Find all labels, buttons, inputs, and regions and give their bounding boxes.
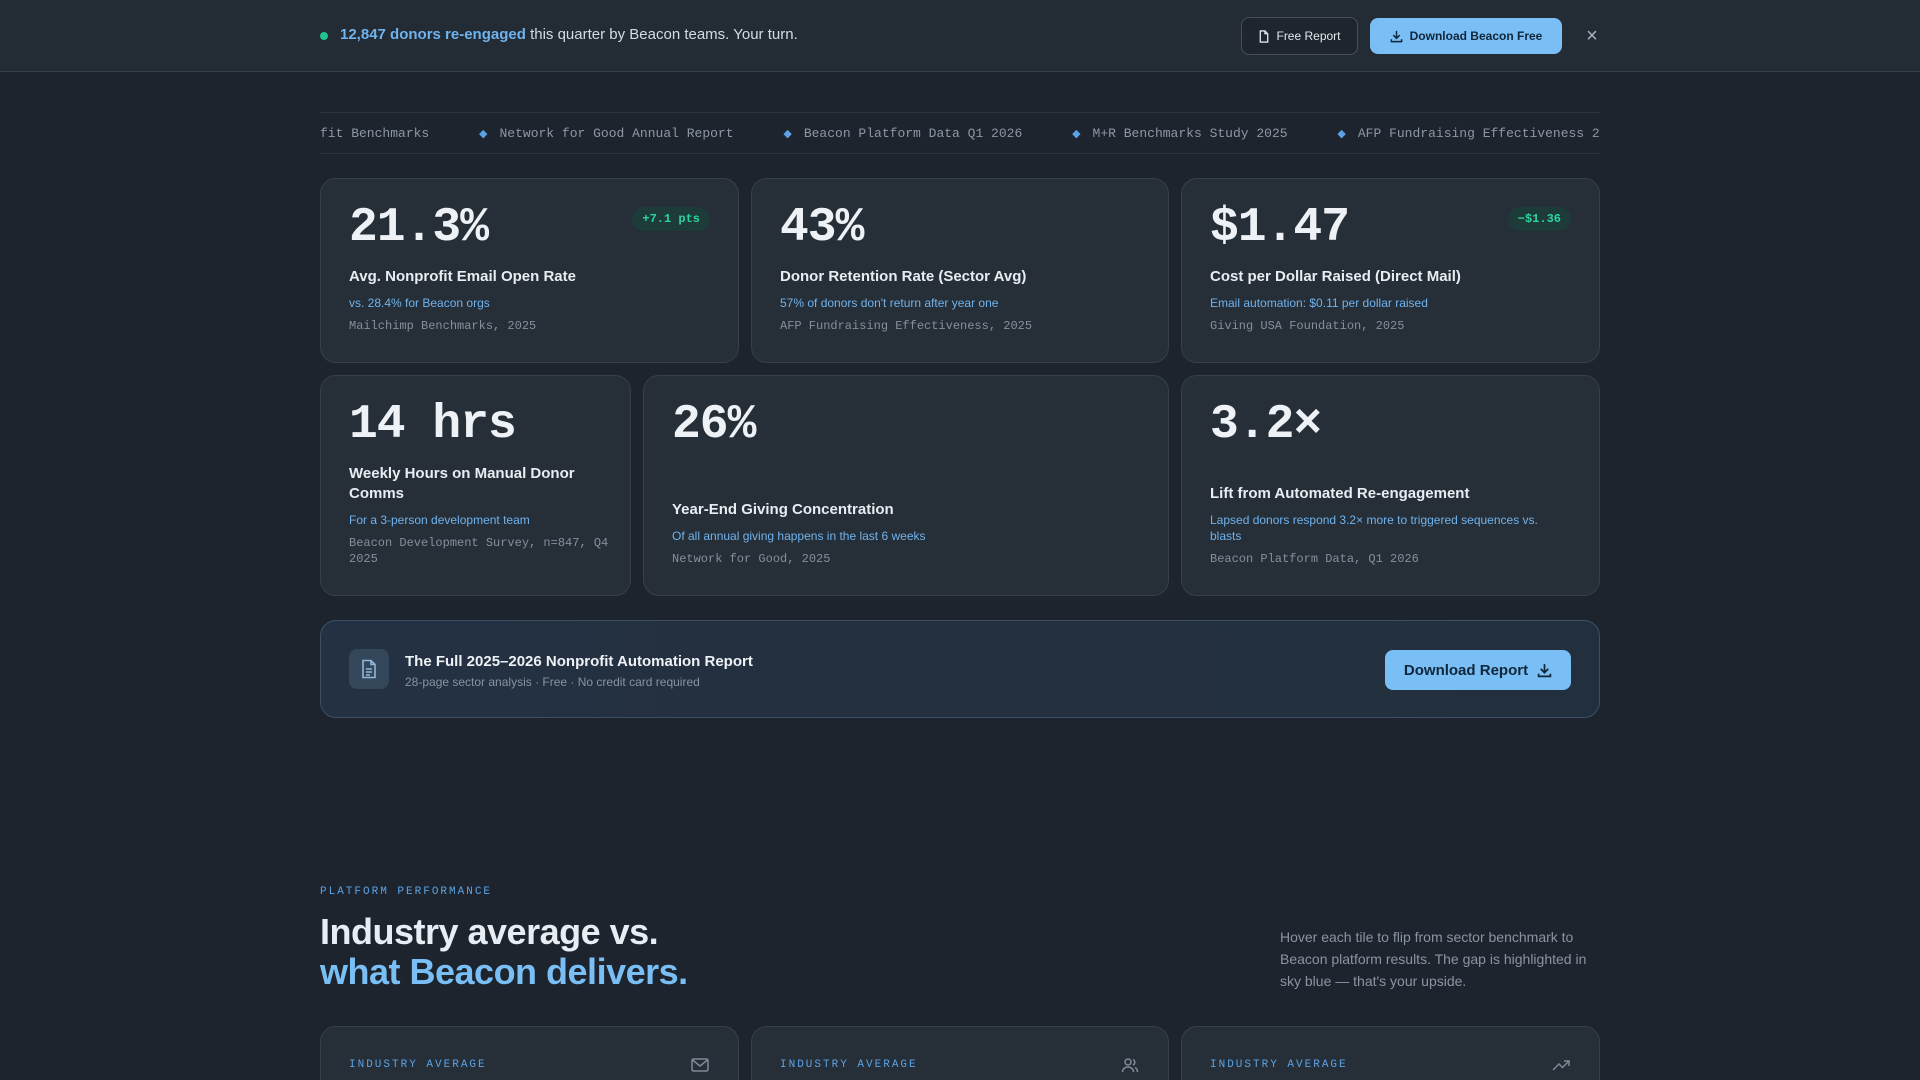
download-report-button[interactable]: Download Report [1385, 650, 1571, 690]
stat-value: 3.2× [1210, 398, 1322, 452]
stat-subtext: Lapsed donors respond 3.2× more to trigg… [1210, 513, 1538, 543]
free-report-label: Free Report [1276, 29, 1341, 43]
stat-subtext: For a 3-person development team [349, 513, 530, 527]
live-status-dot [320, 32, 328, 40]
trending-up-icon [1552, 1060, 1570, 1071]
ticker-item: ◆ M+R Benchmarks Study 2025 [1072, 126, 1288, 141]
section-eyebrow: PLATFORM PERFORMANCE [320, 886, 493, 898]
announcement-bar: 12,847 donors re-engaged this quarter by… [0, 0, 1920, 72]
stat-subtext: Email automation: $0.11 per dollar raise… [1210, 296, 1428, 310]
section-heading-accent: what Beacon delivers. [320, 951, 688, 992]
stat-card-cost-per-dollar: $1.47 −$1.36 Cost per Dollar Raised (Dir… [1181, 178, 1600, 363]
stat-value: 21.3% [349, 201, 489, 255]
close-icon[interactable]: × [1586, 25, 1598, 47]
stat-title: Cost per Dollar Raised (Direct Mail) [1210, 268, 1461, 285]
stat-value: 26% [672, 398, 756, 452]
users-icon [1121, 1058, 1139, 1073]
source-ticker: fit Benchmarks ◆ Network for Good Annual … [320, 112, 1600, 154]
benchmark-tile-email[interactable]: INDUSTRY AVERAGE [320, 1026, 739, 1080]
ticker-item: ◆ Beacon Platform Data Q1 2026 [783, 126, 1023, 141]
download-report-label: Download Report [1403, 661, 1529, 679]
tile-label: INDUSTRY AVERAGE [349, 1059, 487, 1071]
stat-badge: −$1.36 [1507, 207, 1571, 231]
stat-value: $1.47 [1210, 201, 1350, 255]
document-icon [1260, 29, 1269, 43]
diamond-icon: ◆ [1072, 129, 1081, 141]
report-download-banner: The Full 2025–2026 Nonprofit Automation … [320, 620, 1600, 718]
stat-value: 14 hrs [349, 398, 517, 452]
stat-source: Mailchimp Benchmarks, 2025 [349, 319, 537, 333]
report-document-icon [349, 649, 389, 689]
stat-card-year-end-giving: 26% Year-End Giving Concentration Of all… [643, 375, 1169, 596]
stat-title: Donor Retention Rate (Sector Avg) [780, 268, 1027, 285]
stat-title: Year-End Giving Concentration [672, 501, 894, 518]
stat-title: Weekly Hours on Manual Donor Comms [349, 465, 575, 502]
stat-badge: +7.1 pts [632, 207, 710, 231]
section-description: Hover each tile to flip from sector benc… [1280, 929, 1587, 989]
download-beacon-label: Download Beacon Free [1409, 29, 1543, 43]
stat-source: Network for Good, 2025 [672, 552, 831, 566]
stat-card-open-rate: 21.3% +7.1 pts Avg. Nonprofit Email Open… [320, 178, 739, 363]
download-icon [1537, 663, 1552, 677]
stat-card-reengagement-lift: 3.2× Lift from Automated Re-engagement L… [1181, 375, 1600, 596]
ticker-item: fit Benchmarks [320, 126, 430, 141]
diamond-icon: ◆ [783, 129, 792, 141]
stat-title: Avg. Nonprofit Email Open Rate [349, 268, 576, 285]
stat-source: Beacon Development Survey, n=847, Q4 202… [349, 536, 609, 566]
stat-title: Lift from Automated Re-engagement [1210, 485, 1470, 502]
ticker-item: ◆ Network for Good Annual Report [479, 126, 734, 141]
stat-source: Beacon Platform Data, Q1 2026 [1210, 552, 1419, 566]
announcement-text: 12,847 donors re-engaged this quarter by… [340, 26, 798, 43]
stat-source: Giving USA Foundation, 2025 [1210, 319, 1405, 333]
stat-subtext: 57% of donors don't return after year on… [780, 296, 999, 310]
stat-card-retention: 43% Donor Retention Rate (Sector Avg) 57… [751, 178, 1169, 363]
benchmark-tile-growth[interactable]: INDUSTRY AVERAGE [1181, 1026, 1600, 1080]
announcement-body: this quarter by Beacon teams. Your turn. [525, 26, 798, 43]
announcement-highlight: 12,847 donors re-engaged [340, 26, 526, 43]
download-beacon-button[interactable]: Download Beacon Free [1370, 18, 1562, 54]
stat-source: AFP Fundraising Effectiveness, 2025 [780, 319, 1033, 333]
report-subtitle: 28-page sector analysis · Free · No cred… [405, 675, 700, 689]
download-icon [1390, 30, 1402, 42]
ticker-track: fit Benchmarks ◆ Network for Good Annual … [320, 126, 1600, 141]
diamond-icon: ◆ [479, 129, 488, 141]
free-report-button[interactable]: Free Report [1241, 17, 1358, 55]
stat-subtext: vs. 28.4% for Beacon orgs [349, 296, 490, 310]
tile-label: INDUSTRY AVERAGE [780, 1059, 918, 1071]
stat-card-weekly-hours: 14 hrs Weekly Hours on Manual Donor Comm… [320, 375, 631, 596]
ticker-item: ◆ AFP Fundraising Effectiveness 2025 [1337, 126, 1600, 141]
diamond-icon: ◆ [1337, 129, 1346, 141]
tile-label: INDUSTRY AVERAGE [1210, 1059, 1348, 1071]
section-heading: Industry average vs. [320, 911, 659, 952]
mail-icon [691, 1058, 709, 1072]
report-title: The Full 2025–2026 Nonprofit Automation … [405, 653, 753, 670]
benchmark-tile-donors[interactable]: INDUSTRY AVERAGE [751, 1026, 1169, 1080]
stat-subtext: Of all annual giving happens in the last… [672, 529, 926, 543]
stat-value: 43% [780, 201, 864, 255]
